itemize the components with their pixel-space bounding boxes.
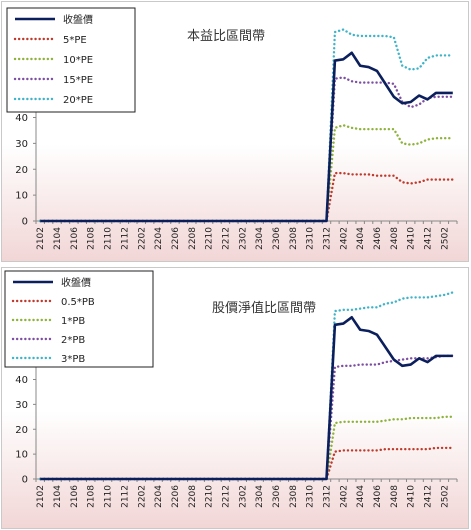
- y-tick-label: 0: [22, 475, 28, 486]
- x-tick-label: 2402: [339, 485, 349, 508]
- x-tick-label: 2204: [154, 485, 164, 508]
- x-tick-label: 2210: [205, 227, 215, 250]
- x-tick-label: 2310: [306, 227, 316, 250]
- pb-band-plot: 0102030405060708021022104210621082110211…: [4, 270, 458, 508]
- x-tick-label: 2204: [154, 227, 164, 250]
- legend-entry: 1*PB: [61, 316, 85, 327]
- x-tick-label: 2102: [36, 485, 46, 508]
- x-tick-label: 2106: [70, 227, 80, 250]
- legend-entry: 10*PE: [63, 55, 93, 66]
- x-tick-label: 2212: [221, 485, 231, 508]
- x-tick-label: 2112: [120, 227, 130, 250]
- legend-entry: 5*PE: [63, 35, 87, 46]
- x-tick-label: 2404: [356, 485, 366, 508]
- series-line-1: [39, 171, 454, 223]
- x-tick-label: 2206: [171, 227, 181, 250]
- legend-entry: 0.5*PB: [61, 297, 95, 308]
- y-tick-label: 20: [15, 165, 28, 176]
- legend-entry: 收盤價: [63, 13, 93, 26]
- y-tick-label: 0: [22, 217, 28, 228]
- pb-band-chart: 0102030405060708021022104210621082110211…: [1, 267, 469, 529]
- legend-entry: 2*PB: [61, 335, 85, 346]
- x-tick-label: 2112: [120, 485, 130, 508]
- x-tick-label: 2408: [390, 485, 400, 508]
- x-tick-label: 2110: [104, 227, 114, 250]
- x-tick-label: 2412: [424, 227, 434, 250]
- x-tick-label: 2208: [188, 485, 198, 508]
- x-tick-label: 2406: [373, 485, 383, 508]
- x-tick-label: 2306: [272, 227, 282, 250]
- x-tick-label: 2108: [87, 227, 97, 250]
- x-tick-label: 2404: [356, 227, 366, 250]
- y-tick-label: 30: [15, 139, 28, 150]
- x-tick-label: 2104: [53, 485, 63, 508]
- y-tick-label: 10: [15, 450, 28, 461]
- x-tick-label: 2108: [87, 485, 97, 508]
- legend-box: [6, 7, 136, 113]
- y-tick-label: 20: [15, 425, 28, 436]
- series-line-1: [39, 446, 454, 481]
- x-tick-label: 2302: [238, 485, 248, 508]
- x-tick-label: 2210: [205, 485, 215, 508]
- x-tick-label: 2408: [390, 227, 400, 250]
- x-tick-label: 2110: [104, 485, 114, 508]
- x-tick-label: 2206: [171, 485, 181, 508]
- x-tick-label: 2304: [255, 227, 265, 250]
- legend: 收盤價 0.5*PB 1*PB 2*PB 3*PB: [4, 270, 154, 368]
- legend-entry: 3*PB: [61, 354, 85, 365]
- x-tick-label: 2312: [322, 227, 332, 250]
- legend-entry: 15*PE: [63, 75, 93, 86]
- y-tick-label: 30: [15, 400, 28, 411]
- chart-title: 股價淨值比區間帶: [212, 300, 316, 316]
- series-line-0: [40, 51, 453, 223]
- x-tick-label: 2412: [424, 485, 434, 508]
- x-tick-label: 2502: [440, 485, 450, 508]
- x-tick-label: 2304: [255, 485, 265, 508]
- x-tick-label: 2208: [188, 227, 198, 250]
- series-line-2: [39, 415, 454, 481]
- x-tick-label: 2312: [322, 485, 332, 508]
- chart-title: 本益比區間帶: [187, 29, 265, 44]
- pe-band-chart: 0102030405060702102210421062108211021122…: [1, 1, 469, 262]
- legend-entry: 20*PE: [63, 95, 93, 106]
- x-tick-label: 2306: [272, 485, 282, 508]
- pe-band-plot: 0102030405060702102210421062108211021122…: [6, 7, 458, 250]
- x-tick-label: 2104: [53, 227, 63, 250]
- x-tick-label: 2202: [137, 227, 147, 250]
- x-tick-label: 2402: [339, 227, 349, 250]
- legend: 收盤價 5*PE 10*PE 15*PE 20*PE: [6, 7, 136, 113]
- x-tick-label: 2202: [137, 485, 147, 508]
- x-tick-label: 2308: [289, 485, 299, 508]
- x-tick-label: 2502: [440, 227, 450, 250]
- x-tick-label: 2102: [36, 227, 46, 250]
- x-tick-label: 2308: [289, 227, 299, 250]
- series-line-0: [40, 316, 453, 481]
- x-tick-label: 2410: [407, 227, 417, 250]
- y-tick-label: 40: [15, 113, 28, 124]
- series-line-3: [39, 354, 454, 481]
- y-tick-label: 40: [15, 375, 28, 386]
- x-tick-label: 2106: [70, 485, 80, 508]
- x-tick-label: 2406: [373, 227, 383, 250]
- x-tick-label: 2310: [306, 485, 316, 508]
- legend-entry: 收盤價: [61, 276, 91, 289]
- y-tick-label: 10: [15, 191, 28, 202]
- x-tick-label: 2410: [407, 485, 417, 508]
- x-tick-label: 2302: [238, 227, 248, 250]
- x-tick-label: 2212: [221, 227, 231, 250]
- series-line-2: [39, 124, 454, 223]
